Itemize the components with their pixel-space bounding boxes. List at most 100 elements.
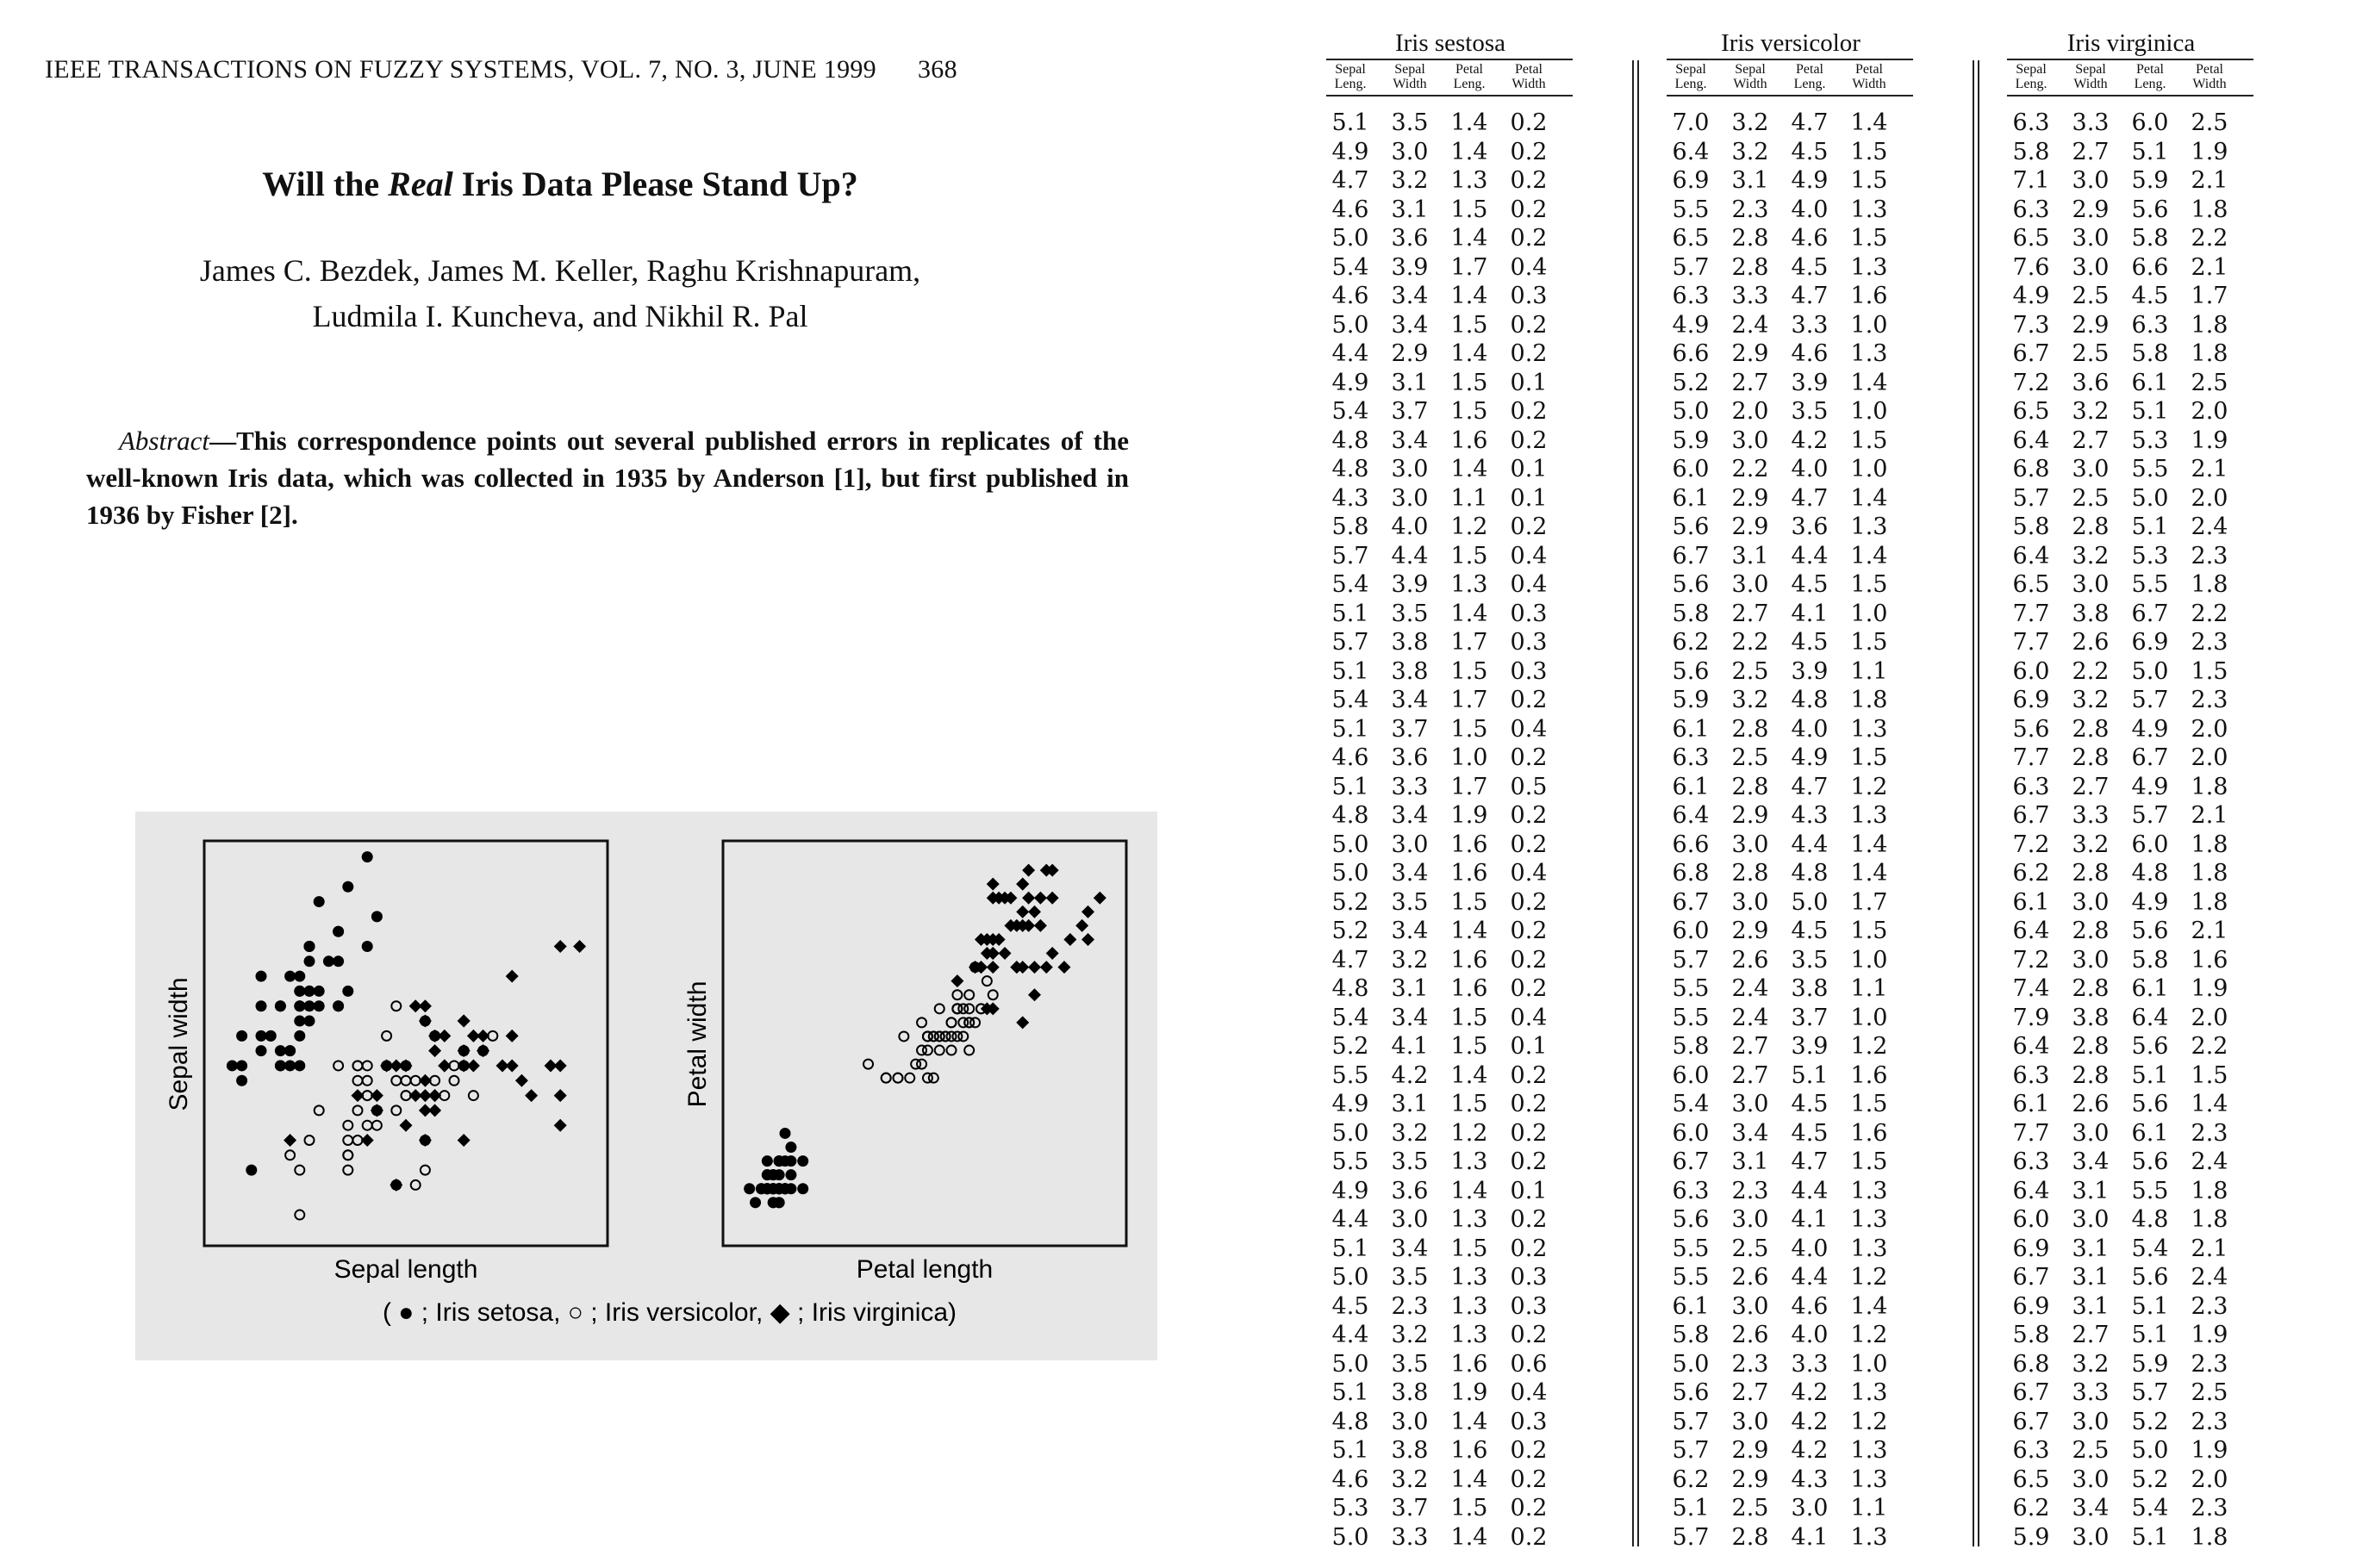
data-point-setosa	[313, 1000, 325, 1012]
column-header-line: Sepal	[2075, 62, 2106, 77]
data-point-setosa	[313, 896, 325, 908]
table-cell: 1.5	[2191, 657, 2228, 685]
data-point-virginica	[418, 1104, 432, 1117]
table-cell: 5.7	[1672, 253, 1710, 281]
table-cell: 2.8	[2072, 715, 2110, 743]
table-cell: 5.1	[1331, 109, 1369, 136]
table-cell: 4.7	[1791, 1148, 1829, 1175]
table-cell: 6.7	[2012, 1379, 2050, 1406]
data-point-virginica	[1045, 863, 1059, 877]
table-cell: 6.9	[2012, 687, 2050, 713]
table-cell: 0.5	[1510, 773, 1548, 800]
table-cell: 2.1	[2191, 167, 2228, 194]
data-point-versicolor	[333, 1060, 345, 1072]
table-cell: 5.4	[1331, 571, 1369, 598]
table-cell: 2.8	[1731, 715, 1769, 743]
column-header-line: Width	[1733, 77, 1767, 91]
data-point-virginica	[428, 1044, 442, 1058]
table-cell: 3.0	[2072, 1523, 2110, 1551]
column-header-line: Sepal	[1735, 62, 1766, 77]
table-cell: 1.5	[1450, 657, 1488, 685]
table-cell: 3.0	[2072, 1408, 2110, 1435]
table-cell: 2.3	[2191, 1495, 2228, 1521]
table-cell: 5.8	[2012, 513, 2050, 540]
table-cell: 3.2	[1731, 687, 1769, 713]
table-cell: 1.5	[1450, 311, 1488, 339]
table-cell: 6.4	[2012, 542, 2050, 569]
table-cell: 3.0	[1391, 1408, 1429, 1435]
table-cell: 2.9	[1731, 340, 1769, 367]
data-point-virginica	[986, 877, 1000, 891]
group-title: Iris sestosa	[1394, 29, 1506, 57]
table-cell: 1.4	[1450, 225, 1488, 252]
table-cell: 1.9	[1450, 802, 1488, 829]
data-point-setosa	[779, 1127, 791, 1139]
table-cell: 1.0	[1850, 1350, 1888, 1378]
table-cell: 0.2	[1510, 1091, 1548, 1117]
table-cell: 3.3	[1391, 1523, 1429, 1551]
table-cell: 1.5	[1450, 1004, 1488, 1031]
data-point-setosa	[294, 1015, 306, 1027]
table-cell: 1.4	[1850, 831, 1888, 858]
data-point-versicolor	[945, 1017, 957, 1029]
data-point-setosa	[236, 1060, 248, 1072]
data-point-virginica	[466, 1059, 480, 1073]
data-point-virginica	[974, 932, 988, 946]
table-cell: 2.3	[2191, 629, 2228, 656]
table-cell: 7.7	[2012, 744, 2050, 771]
table-cell: 1.9	[2191, 1437, 2228, 1464]
column-header-line: Width	[1511, 77, 1546, 91]
table-cell: 7.2	[2012, 946, 2050, 974]
column-header-line: Petal	[1855, 62, 1883, 77]
table-cell: 5.6	[1672, 657, 1710, 685]
table-cell: 1.5	[1450, 888, 1488, 916]
table-cell: 4.9	[1331, 369, 1369, 396]
table-cell: 2.4	[1731, 1004, 1769, 1031]
data-point-virginica	[477, 1044, 490, 1058]
table-cell: 3.4	[1391, 860, 1429, 887]
group-separator	[1637, 60, 1639, 1546]
data-point-setosa	[342, 985, 354, 997]
table-cell: 3.4	[1391, 687, 1429, 713]
group-title-rule	[2007, 59, 2253, 60]
table-cell: 1.3	[1450, 1292, 1488, 1320]
table-cell: 5.1	[2131, 138, 2169, 165]
column-header-line: Petal	[2196, 62, 2223, 77]
table-cell: 2.0	[2191, 744, 2228, 771]
table-cell: 2.0	[2191, 1465, 2228, 1493]
table-cell: 1.4	[2191, 1091, 2228, 1117]
data-point-versicolor	[294, 1209, 306, 1221]
table-cell: 6.7	[2131, 600, 2169, 627]
data-point-versicolor	[927, 1030, 939, 1042]
data-point-versicolor	[892, 1072, 904, 1084]
data-point-virginica	[428, 1104, 442, 1117]
data-point-versicolor	[342, 1149, 354, 1161]
data-point-versicolor	[963, 989, 975, 1001]
abstract-text: —This correspondence points out several …	[86, 426, 1129, 530]
table-cell: 3.4	[2072, 1148, 2110, 1175]
table-cell: 6.3	[2131, 311, 2169, 339]
data-point-virginica	[1022, 891, 1036, 905]
table-cell: 0.4	[1510, 860, 1548, 887]
table-cell: 6.9	[2012, 1235, 2050, 1262]
column-header-line: Leng.	[2134, 77, 2166, 91]
table-cell: 4.8	[1791, 687, 1829, 713]
authors-line-1: James C. Bezdek, James M. Keller, Raghu …	[199, 253, 921, 288]
plot-frame-petal	[721, 839, 1128, 1248]
table-cell: 6.1	[1672, 1292, 1710, 1320]
plot-petal-points	[744, 863, 1106, 1209]
header-rule	[1667, 95, 1913, 96]
table-cell: 2.5	[2191, 1379, 2228, 1406]
column-header-line: Petal	[2136, 62, 2164, 77]
table-cell: 3.0	[1791, 1495, 1829, 1521]
table-cell: 3.5	[1791, 398, 1829, 425]
table-cell: 6.7	[2012, 1264, 2050, 1291]
table-cell: 0.2	[1510, 1119, 1548, 1147]
table-cell: 5.2	[1331, 888, 1369, 916]
data-point-versicolor	[969, 1017, 982, 1029]
table-cell: 3.1	[2072, 1264, 2110, 1291]
table-cell: 1.5	[1450, 1495, 1488, 1521]
table-cell: 0.1	[1510, 484, 1548, 512]
table-cell: 1.6	[1450, 1350, 1488, 1378]
table-cell: 3.5	[1391, 1264, 1429, 1291]
